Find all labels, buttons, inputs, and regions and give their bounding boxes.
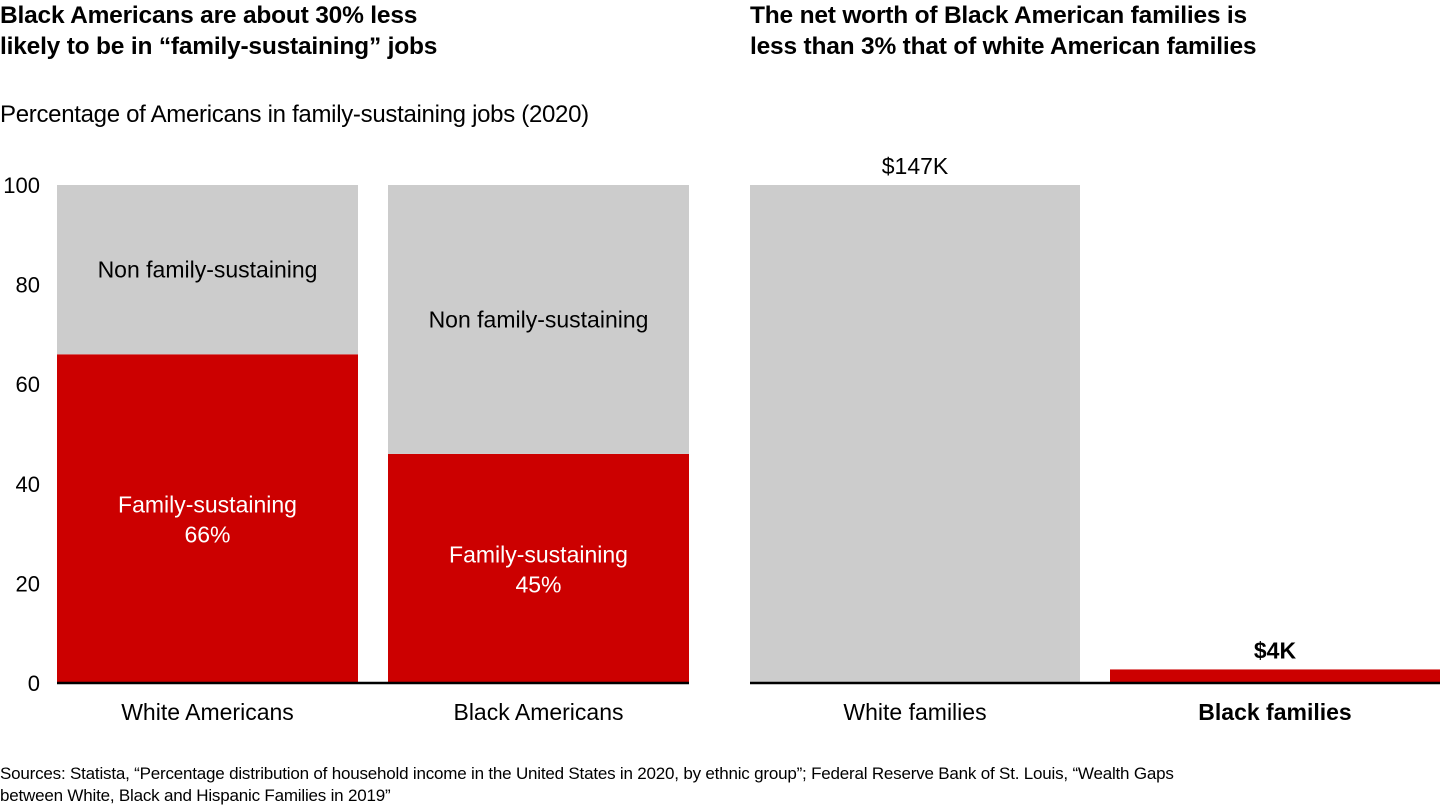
x-tick-label: White Americans: [121, 699, 294, 725]
right-title-line2: less than 3% that of white American fami…: [750, 33, 1257, 60]
source-line2: between White, Black and Hispanic Famili…: [0, 786, 391, 805]
left-chart-title: Black Americans are about 30% less likel…: [0, 0, 437, 62]
segment-label: Family-sustaining: [118, 492, 297, 518]
segment-label: Family-sustaining: [449, 541, 628, 567]
left-title-line2: likely to be in “family-sustaining” jobs: [0, 33, 438, 60]
sources-note: Sources: Statista, “Percentage distribut…: [0, 763, 1174, 807]
segment-label: Non family-sustaining: [98, 257, 318, 283]
bar-segment-family-sustaining: [388, 453, 689, 683]
bar-segment-non-family-sustaining: [57, 185, 358, 355]
value-label: $147K: [882, 153, 949, 179]
x-tick-label: White families: [843, 699, 986, 725]
bar-white-families: [750, 185, 1080, 683]
right-chart-title: The net worth of Black American families…: [750, 0, 1257, 62]
segment-value-label: 45%: [515, 571, 561, 597]
x-tick-label: Black Americans: [453, 699, 623, 725]
right-title-line1: The net worth of Black American families…: [750, 2, 1247, 29]
y-tick-label: 60: [16, 372, 40, 397]
chart-subtitle: Percentage of Americans in family-sustai…: [0, 101, 589, 128]
bar-segment-family-sustaining: [57, 354, 358, 683]
value-label: $4K: [1254, 637, 1297, 663]
y-tick-label: 0: [28, 671, 40, 696]
y-tick-label: 100: [3, 173, 40, 198]
segment-value-label: 66%: [184, 522, 230, 548]
source-line1: Sources: Statista, “Percentage distribut…: [0, 764, 1174, 783]
y-tick-label: 20: [16, 571, 40, 596]
bar-segment-non-family-sustaining: [388, 185, 689, 454]
y-tick-label: 40: [16, 472, 40, 497]
y-tick-label: 80: [16, 273, 40, 298]
bar-black-families: [1110, 669, 1440, 683]
x-tick-label: Black families: [1198, 699, 1351, 725]
left-title-line1: Black Americans are about 30% less: [0, 2, 418, 29]
segment-label: Non family-sustaining: [429, 306, 649, 332]
